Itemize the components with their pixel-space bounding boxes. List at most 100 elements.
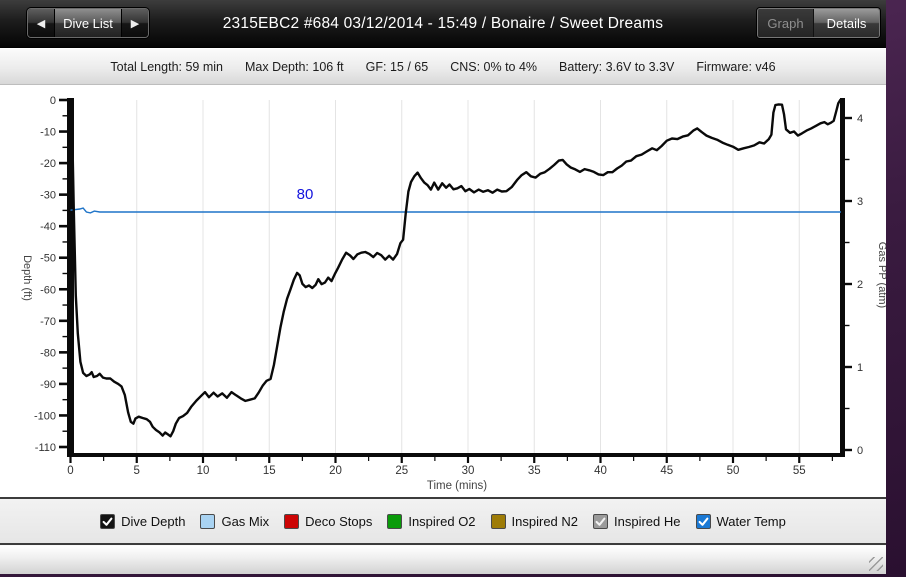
prev-dive-button[interactable]: ◀ (28, 9, 55, 37)
checkbox-deco-stops[interactable] (284, 513, 300, 529)
x-minor-tick (103, 457, 105, 461)
depth-tick-label: -100 (34, 410, 56, 422)
depth-tick (59, 256, 67, 260)
graph-tab-button[interactable]: Graph (758, 9, 813, 37)
x-tick-label: 30 (462, 465, 475, 477)
x-minor-tick (566, 457, 568, 461)
legend-item-inspired-he[interactable]: Inspired He (593, 513, 681, 529)
x-tick (69, 457, 72, 463)
checkbox-inspired-n2[interactable] (490, 513, 506, 529)
checkbox-water-temp[interactable] (695, 513, 711, 529)
legend-item-water-temp[interactable]: Water Temp (695, 513, 786, 529)
x-tick-label: 0 (67, 465, 73, 477)
water-temp-value-label: 80 (297, 186, 314, 203)
status-bar (0, 545, 886, 574)
depth-tick (59, 287, 67, 291)
checkbox-dive-depth[interactable] (100, 513, 116, 529)
x-minor-tick (765, 457, 767, 461)
depth-tick (59, 130, 67, 133)
gas-tick-label: 3 (857, 196, 863, 208)
x-tick (599, 457, 602, 463)
x-tick (400, 457, 403, 463)
x-tick (466, 457, 470, 463)
x-tick (135, 457, 138, 463)
depth-minor-tick (62, 430, 67, 432)
depth-minor-tick (62, 272, 67, 275)
checkmark-icon (698, 517, 708, 526)
dive-profile-chart: 0 5 10 15 20 25 30 35 40 45 50 55 Time (mins) 0 -10 -20… (0, 85, 888, 497)
x-tick-label: 15 (263, 465, 276, 477)
depth-tick (59, 161, 67, 165)
x-tick-label: 35 (528, 465, 541, 477)
depth-tick (59, 445, 67, 449)
x-minor-tick (235, 457, 237, 461)
gas-tick-label: 1 (857, 362, 863, 374)
right-arrow-icon: ▶ (130, 17, 140, 30)
depth-minor-tick (62, 209, 67, 212)
left-arrow-icon: ◀ (36, 17, 46, 30)
x-minor-tick (434, 457, 436, 461)
depth-tick-label: 0 (50, 95, 56, 107)
depth-tick (59, 319, 67, 323)
gas-tick-label: 0 (857, 445, 863, 457)
checkbox-inspired-he[interactable] (593, 513, 609, 529)
right-axis-title: Gas PP (atm) (876, 242, 886, 308)
resize-grip-icon[interactable] (869, 557, 883, 571)
legend-item-inspired-o2[interactable]: Inspired O2 (387, 513, 476, 529)
depth-tick-label: -110 (35, 442, 56, 454)
x-minor-tick (831, 457, 833, 461)
checkmark-icon (102, 517, 113, 526)
x-tick (334, 457, 337, 463)
gas-tick (845, 365, 852, 369)
depth-tick-label: -90 (40, 379, 56, 391)
details-tab-button[interactable]: Details (813, 9, 879, 37)
checkmark-icon (595, 517, 606, 526)
right-axis-spine (840, 98, 845, 457)
view-toggle: Graph Details (757, 8, 880, 38)
x-tick (798, 457, 801, 463)
depth-tick (59, 351, 67, 354)
depth-tick-label: -40 (40, 221, 56, 233)
cns-value: CNS: 0% to 4% (450, 59, 538, 74)
legend-item-deco-stops[interactable]: Deco Stops (284, 513, 373, 529)
x-tick (533, 457, 536, 463)
legend-label: Inspired He (614, 513, 681, 529)
depth-tick-label: -50 (40, 253, 56, 265)
firmware-value: Firmware: v46 (696, 59, 776, 74)
gas-tick-label: 2 (857, 279, 863, 291)
legend-label: Deco Stops (305, 513, 373, 529)
checkbox-gas-mix[interactable] (200, 513, 216, 529)
next-dive-button[interactable]: ▶ (121, 9, 148, 37)
depth-minor-tick (62, 335, 67, 338)
depth-tick (59, 224, 67, 228)
legend-item-dive-depth[interactable]: Dive Depth (100, 513, 186, 529)
dive-list-button[interactable]: Dive List (55, 9, 121, 37)
gas-minor-tick (845, 158, 850, 161)
depth-tick (59, 98, 67, 102)
depth-tick (59, 382, 67, 386)
checkbox-inspired-o2[interactable] (387, 513, 403, 529)
legend-item-gas-mix[interactable]: Gas Mix (200, 513, 270, 529)
gas-tick (845, 448, 852, 452)
gas-minor-tick (845, 241, 850, 244)
depth-tick (59, 414, 67, 417)
x-minor-tick (633, 457, 635, 461)
desktop-background (886, 0, 906, 577)
legend-label: Inspired O2 (408, 513, 476, 529)
x-tick-label: 55 (793, 465, 806, 477)
x-minor-tick (169, 457, 171, 461)
x-minor-tick (301, 457, 303, 461)
legend-label: Gas Mix (221, 513, 270, 529)
max-depth-value: Max Depth: 106 ft (244, 59, 344, 74)
depth-tick-label: -20 (40, 158, 56, 170)
legend-label: Dive Depth (121, 513, 186, 529)
left-axis-spine (67, 98, 74, 457)
x-tick-label: 45 (660, 465, 673, 477)
depth-tick (59, 193, 67, 196)
water-temp-line (70, 207, 841, 214)
gas-tick-label: 4 (857, 113, 863, 125)
x-tick-label: 10 (197, 465, 210, 477)
gas-minor-tick (845, 407, 850, 410)
legend-item-inspired-n2[interactable]: Inspired N2 (490, 513, 578, 529)
